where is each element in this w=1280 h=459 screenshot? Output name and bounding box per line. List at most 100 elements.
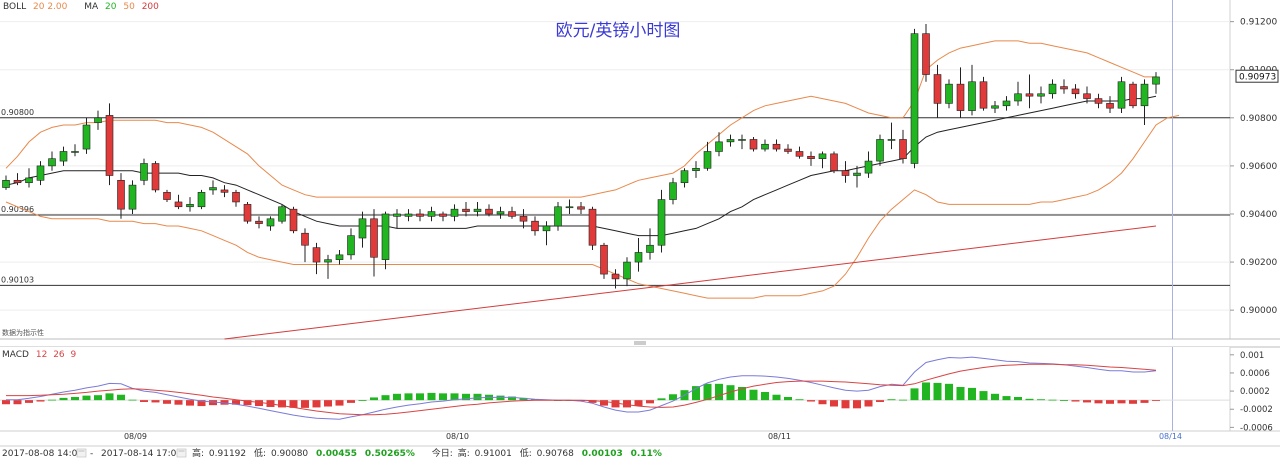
candle-down-body <box>416 213 424 217</box>
range-start-picker[interactable] <box>76 448 87 458</box>
candle <box>841 161 850 183</box>
candle <box>1140 79 1149 126</box>
candle-up-body <box>669 182 677 200</box>
macd-hist-down <box>312 400 321 408</box>
boll-lower-line <box>5 114 1180 299</box>
macd-hist-up <box>473 393 482 401</box>
candle <box>1094 93 1103 109</box>
macd-hist-down <box>174 400 183 405</box>
candle <box>979 76 988 111</box>
candle <box>968 64 976 116</box>
candle-up-body <box>910 33 919 164</box>
candle <box>301 228 309 263</box>
macd-hist-up <box>922 382 930 401</box>
macd-legend[interactable]: MACD 12 26 9 <box>2 350 77 360</box>
panel-resize-handle[interactable] <box>634 341 646 345</box>
candle-up-body <box>358 218 367 239</box>
macd-plot-area[interactable] <box>0 347 1230 431</box>
price-tick-label: 0.91200 <box>1240 18 1277 28</box>
ma-label: MA <box>84 2 99 12</box>
candle <box>163 189 171 202</box>
candle-down-body <box>784 148 792 152</box>
candle-down-body <box>1025 93 1034 97</box>
candle <box>922 24 930 82</box>
high-label: 高: <box>192 447 204 459</box>
candle <box>669 177 677 205</box>
candle <box>59 146 68 166</box>
candle-up-body <box>82 124 91 150</box>
macd-tick-label: -0.0006 <box>1240 423 1273 433</box>
candle-down-body <box>289 208 298 232</box>
macd-param-2: 26 <box>53 350 65 360</box>
indicator-legend[interactable]: BOLL 20 2.00 MA 20 50 200 <box>3 2 159 12</box>
macd-hist-up <box>761 391 769 401</box>
macd-hist-up <box>82 395 91 401</box>
range-end-picker[interactable] <box>176 448 187 458</box>
macd-hist-down <box>1106 400 1114 404</box>
macd-param-1: 12 <box>36 350 47 360</box>
boll-upper-line <box>5 40 1156 198</box>
macd-hist-up <box>128 399 137 401</box>
candle <box>439 211 447 222</box>
low-value: 0.90080 <box>271 449 308 459</box>
candle-down-body <box>174 201 183 208</box>
candle-down-body <box>531 220 539 232</box>
candle <box>450 204 459 222</box>
candle-down-body <box>220 189 229 193</box>
candle-up-body <box>554 206 562 227</box>
macd-tick-label: 0.001 <box>1240 351 1264 361</box>
macd-hist-up <box>1048 399 1057 401</box>
candle <box>151 161 160 193</box>
candle-up-body <box>186 204 194 208</box>
macd-hist-down <box>1152 400 1160 401</box>
candle-down-body <box>312 247 321 263</box>
macd-hist-down <box>818 400 827 405</box>
macd-hist-down <box>278 400 286 408</box>
macd-hist-down <box>209 400 217 406</box>
macd-hist-down <box>807 400 815 402</box>
today-high-value: 0.91001 <box>475 449 512 459</box>
macd-hist-down <box>634 400 643 407</box>
macd-hist-up <box>71 396 79 401</box>
candle-up-body <box>266 218 275 227</box>
ma-param-3: 200 <box>142 2 159 12</box>
macd-dif-line <box>6 356 1157 420</box>
boll-mid-line <box>5 95 1157 237</box>
candles <box>2 24 1160 289</box>
candle-down-body <box>899 139 907 159</box>
candle <box>462 201 470 217</box>
candle-down-body <box>105 115 114 176</box>
macd-hist-up <box>991 393 999 401</box>
horizontal-line-label: 0.90103 <box>1 275 34 284</box>
candle <box>577 201 585 214</box>
horizontal-line-label: 0.90396 <box>1 205 34 214</box>
moving-averages <box>5 95 1157 340</box>
macd-hist-up <box>416 393 424 401</box>
range-separator: - <box>90 449 93 459</box>
candle-down-body <box>508 211 516 217</box>
macd-hist-up <box>1025 398 1034 401</box>
candle <box>312 242 321 275</box>
candle <box>795 146 804 159</box>
macd-hist-down <box>36 400 45 402</box>
candle <box>876 134 884 166</box>
candle <box>243 201 252 224</box>
macd-hist-up <box>48 399 56 401</box>
candle-up-body <box>140 163 148 181</box>
range-end: 2017-08-14 17:00 <box>101 449 182 459</box>
macd-hist-down <box>347 400 355 403</box>
candle-up-body <box>335 254 344 260</box>
candle <box>197 189 206 210</box>
price-axis: 0.912000.910000.908000.906000.904000.902… <box>1230 18 1279 316</box>
candle <box>1048 79 1057 99</box>
candle-up-body <box>1014 93 1022 102</box>
today-change: 0.00103 <box>582 449 623 459</box>
candle <box>1106 96 1114 113</box>
price-tick-label: 0.90200 <box>1240 258 1277 268</box>
candle-down-body <box>749 139 758 150</box>
change-value: 0.00455 <box>316 449 357 459</box>
candle-down-body <box>117 180 125 210</box>
macd-hist-up <box>105 393 114 401</box>
candle-down-body <box>807 155 815 159</box>
last-price-label: 0.90973 <box>1239 73 1276 83</box>
